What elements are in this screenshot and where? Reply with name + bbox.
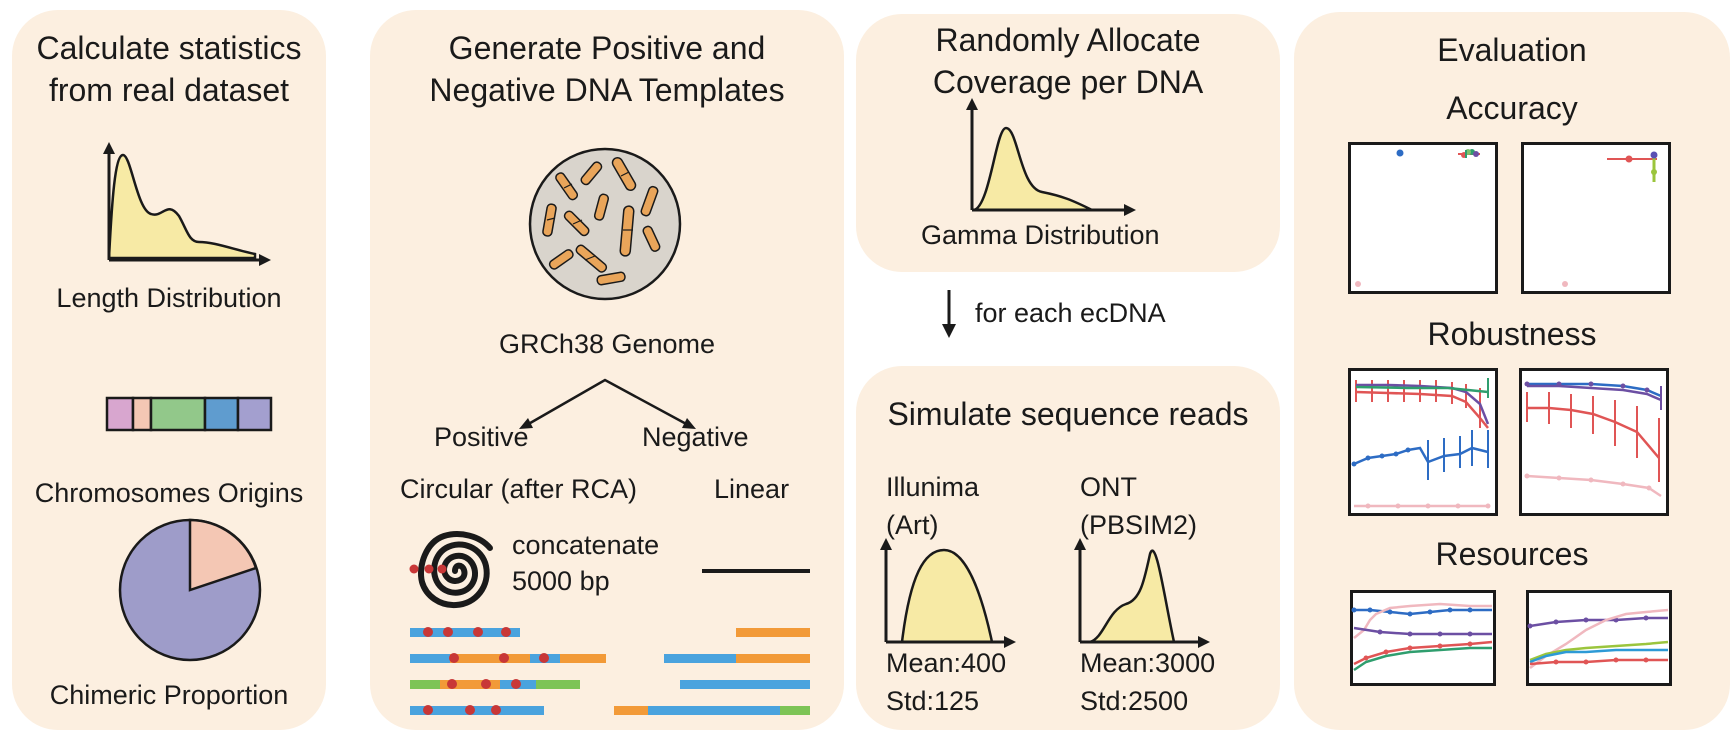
panel-statistics-title-line2: from real dataset — [48, 72, 290, 108]
illumina-label-line2: (Art) — [886, 510, 939, 540]
negative-reads-segments — [614, 628, 810, 715]
panel-templates-title-line1: Generate Positive and — [448, 30, 766, 66]
gamma-distribution-label: Gamma Distribution — [921, 220, 1160, 250]
linear-dna-line — [702, 569, 810, 573]
robustness-plot-left — [1348, 368, 1498, 516]
concatenate-size-label: 5000 bp — [512, 566, 610, 596]
illumina-label-line1: Illunima — [886, 472, 980, 502]
chimeric-proportion-pie — [118, 518, 262, 662]
ont-mean: Mean:3000 — [1080, 648, 1216, 678]
rca-spiral-icon — [409, 531, 493, 609]
positive-reads-segments — [410, 627, 606, 715]
down-arrow — [942, 290, 956, 338]
panel-evaluation-title: Evaluation — [1437, 32, 1587, 68]
linear-label: Linear — [714, 474, 790, 504]
chimeric-proportion-label: Chimeric Proportion — [49, 680, 289, 710]
negative-label: Negative — [642, 422, 749, 452]
resources-plot-left — [1350, 590, 1496, 686]
illumina-distribution-plot — [880, 538, 1016, 648]
ont-distribution-plot — [1074, 538, 1210, 648]
panel-simulate-reads-title: Simulate sequence reads — [887, 396, 1249, 432]
ont-label-line2: (PBSIM2) — [1080, 510, 1198, 540]
for-each-ecdna-label: for each ecDNA — [975, 298, 1166, 328]
split-arrows — [519, 378, 696, 429]
illumina-std: Std:125 — [886, 686, 980, 716]
gamma-distribution-plot — [966, 98, 1136, 216]
robustness-label: Robustness — [1427, 316, 1597, 352]
circular-label: Circular (after RCA) — [400, 474, 638, 504]
panel-coverage-title-line1: Randomly Allocate — [935, 22, 1201, 58]
robustness-plot-right — [1519, 368, 1669, 516]
panel-templates — [370, 10, 844, 730]
resources-label: Resources — [1435, 536, 1589, 572]
chromosomes-origins-label: Chromosomes Origins — [34, 478, 304, 508]
genome-label: GRCh38 Genome — [498, 329, 716, 359]
accuracy-plot-left — [1348, 142, 1498, 294]
length-distribution-label: Length Distribution — [56, 283, 282, 313]
panel-statistics-title-line1: Calculate statistics — [36, 30, 302, 66]
positive-label: Positive — [434, 422, 529, 452]
accuracy-plot-right — [1521, 142, 1671, 294]
panel-templates-title-line2: Negative DNA Templates — [429, 72, 785, 108]
ont-std: Std:2500 — [1080, 686, 1189, 716]
ont-label-line1: ONT — [1080, 472, 1137, 502]
length-distribution-plot — [103, 142, 271, 266]
panel-simulate-reads — [856, 366, 1280, 730]
panel-coverage-title-line2: Coverage per DNA — [932, 64, 1204, 100]
genome-chromosomes-icon — [528, 147, 682, 301]
concatenate-label: concatenate — [512, 530, 660, 560]
accuracy-label: Accuracy — [1446, 90, 1578, 126]
illumina-mean: Mean:400 — [886, 648, 1007, 678]
chromosome-origins-bar — [105, 396, 273, 432]
resources-plot-right — [1526, 590, 1672, 686]
panel-coverage — [856, 14, 1280, 272]
